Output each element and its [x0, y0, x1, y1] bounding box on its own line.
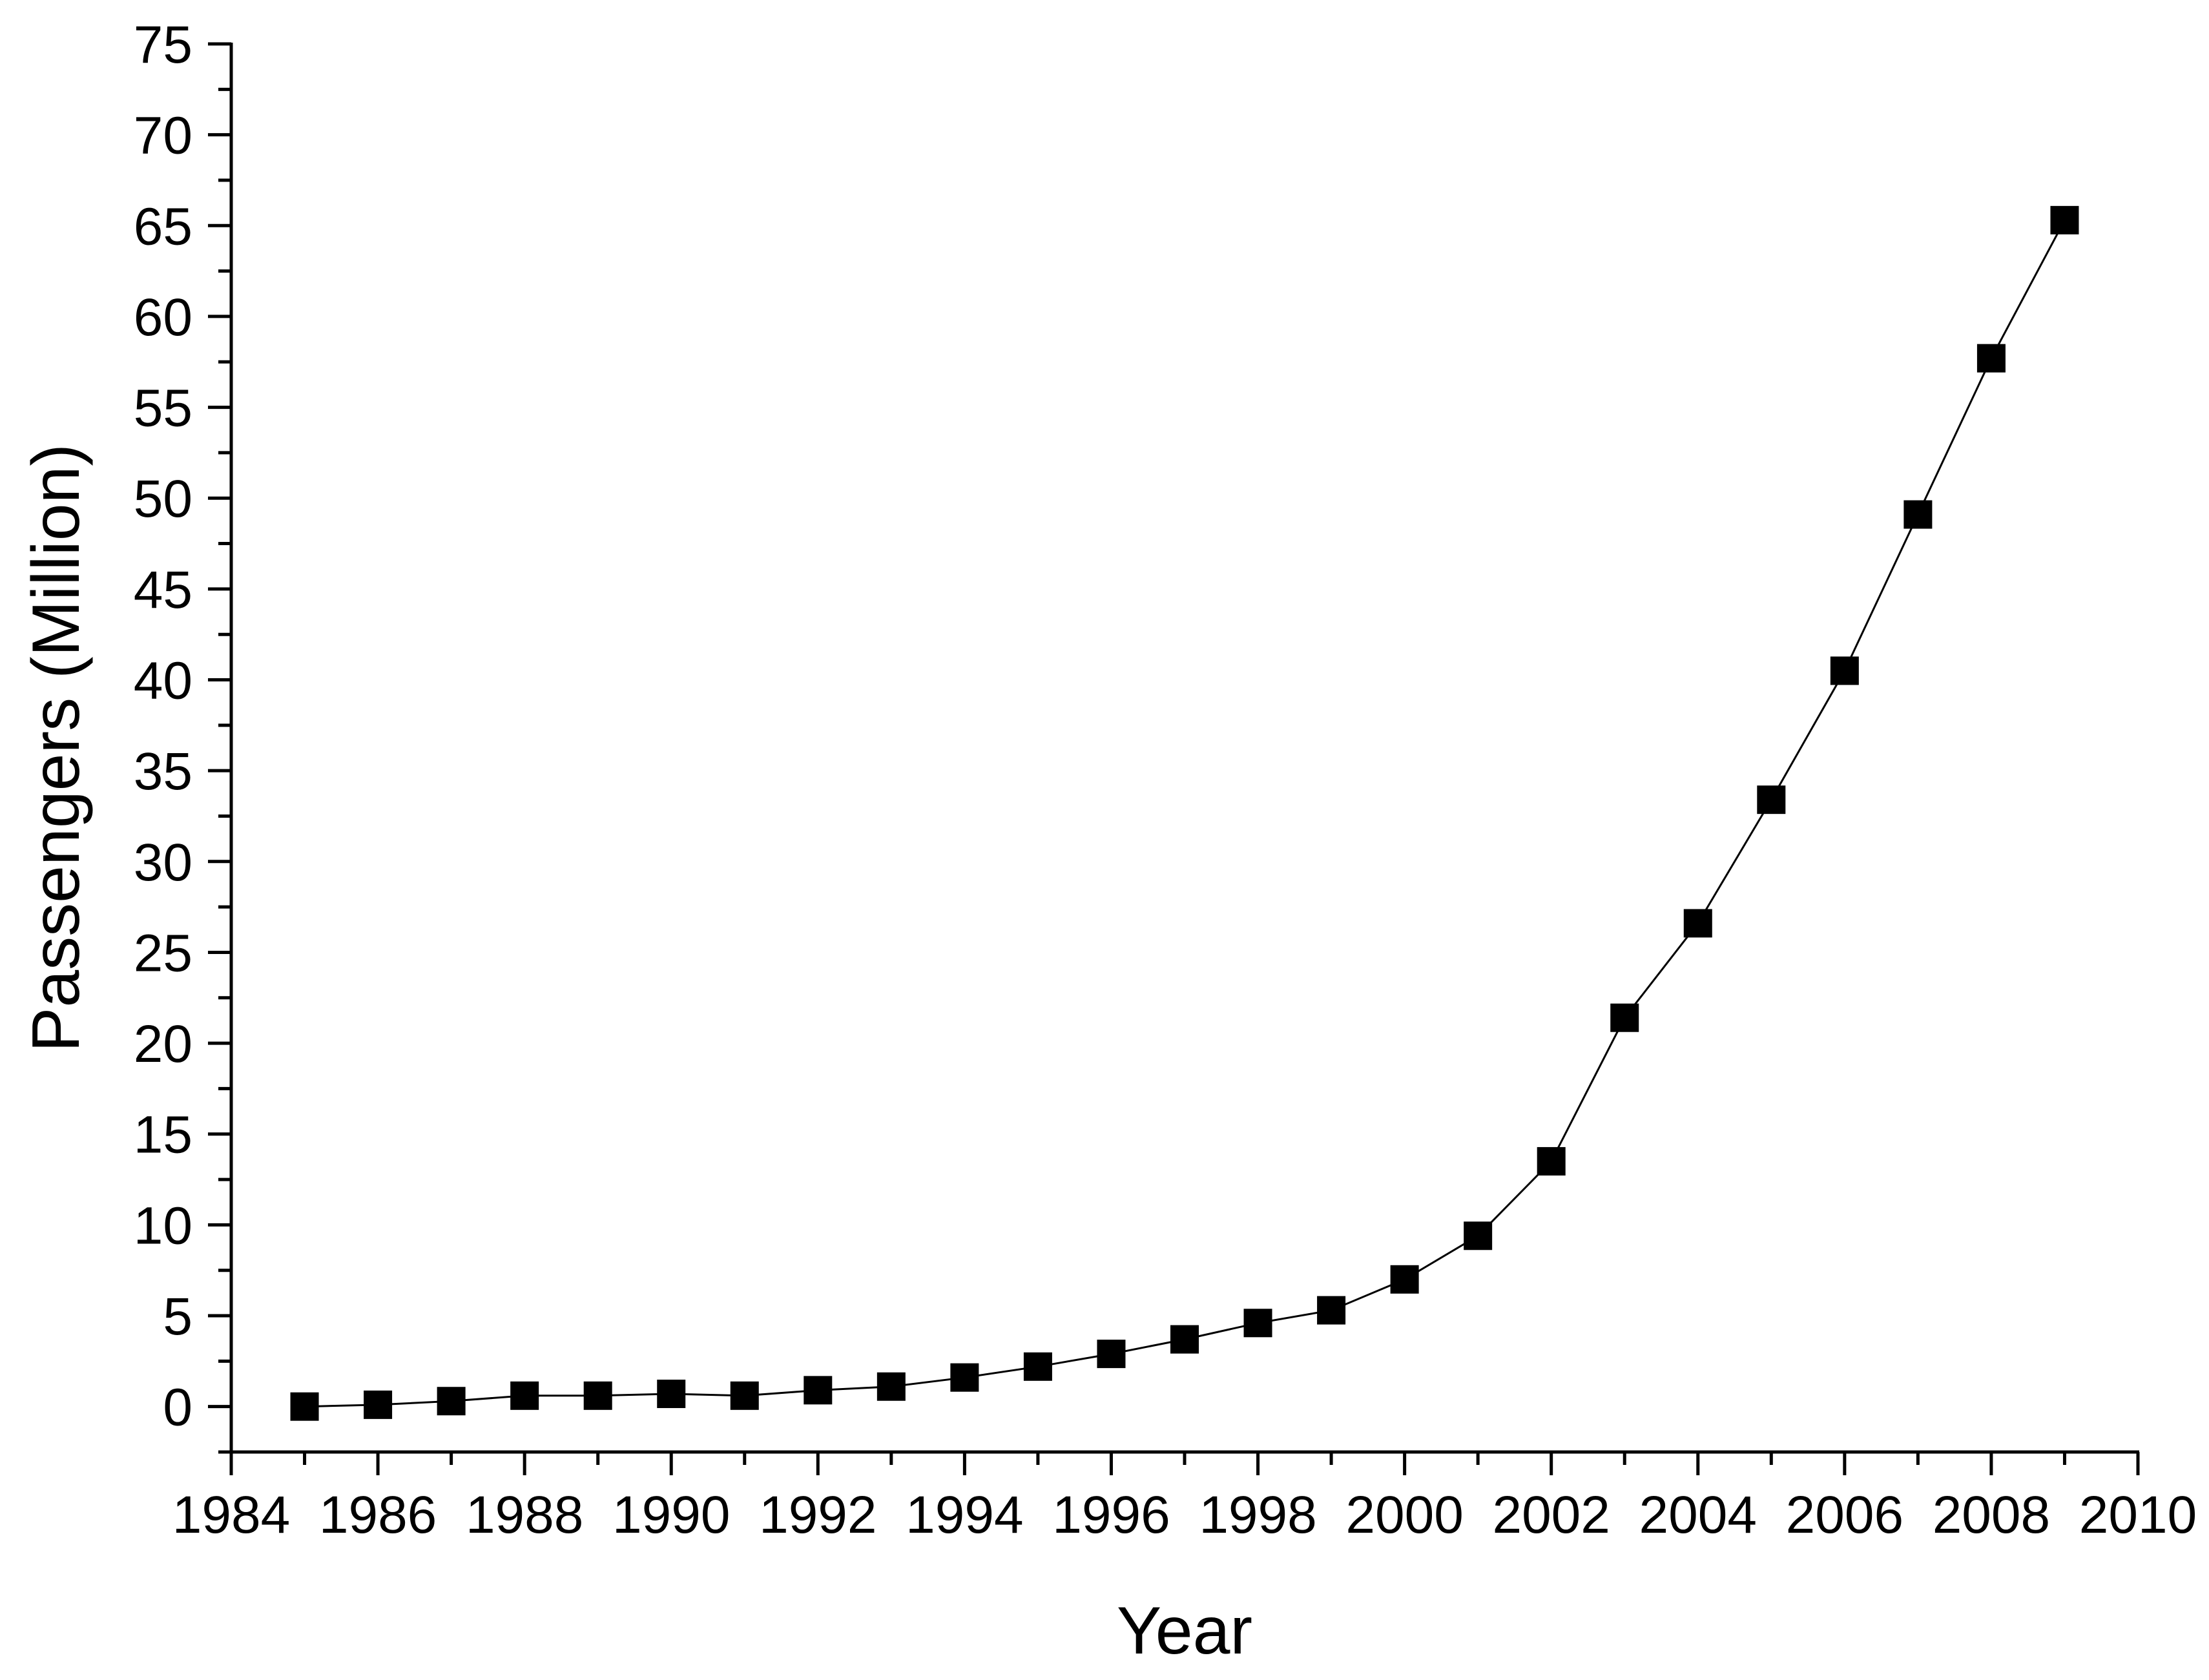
y-tick-label: 45	[134, 561, 192, 619]
y-tick-label: 20	[134, 1015, 192, 1073]
x-tick-label: 1998	[1199, 1486, 1316, 1544]
y-tick-label: 50	[134, 470, 192, 528]
x-tick-label: 2002	[1492, 1486, 1610, 1544]
series-line	[304, 220, 2066, 1408]
y-tick-label: 30	[134, 833, 192, 892]
y-ticks: 0 5 10 15 20 25 30 35 40 45 50 55 60 65 70 75	[134, 16, 231, 1454]
data-point-marker	[1683, 909, 1712, 938]
data-point-marker	[730, 1381, 759, 1410]
data-point-marker	[1317, 1296, 1346, 1325]
data-point-marker	[876, 1372, 906, 1401]
data-point-marker	[2050, 205, 2079, 234]
x-tick-label: 1992	[759, 1486, 876, 1544]
data-point-marker	[583, 1381, 612, 1410]
y-tick-label: 75	[134, 16, 192, 74]
y-tick-label: 5	[163, 1287, 192, 1346]
data-point-marker	[1537, 1146, 1566, 1176]
data-point-marker	[1023, 1352, 1052, 1381]
y-tick-label: 60	[134, 288, 192, 347]
x-axis-title: Year	[1117, 1593, 1252, 1668]
data-point-marker	[1170, 1325, 1199, 1354]
data-point-marker	[1390, 1265, 1419, 1294]
y-tick-label: 25	[134, 924, 192, 982]
data-point-marker	[657, 1379, 686, 1408]
data-point-marker	[1757, 785, 1786, 814]
y-tick-label: 70	[134, 107, 192, 165]
data-point-marker	[1464, 1221, 1493, 1250]
y-tick-label: 35	[134, 742, 192, 801]
x-tick-label: 1986	[319, 1486, 437, 1544]
y-tick-label: 40	[134, 652, 192, 710]
y-tick-label: 55	[134, 379, 192, 438]
x-ticks: 1984 1986 1988 1990 1992 1994 1996 1998 2000 2002…	[172, 1452, 2197, 1544]
y-tick-label: 0	[163, 1378, 192, 1437]
y-tick-label: 10	[134, 1196, 192, 1255]
x-tick-label: 2004	[1639, 1486, 1757, 1544]
data-point-marker	[290, 1392, 319, 1421]
data-point-marker	[1830, 656, 1859, 685]
y-tick-label: 15	[134, 1106, 192, 1165]
data-point-marker	[1610, 1003, 1639, 1032]
data-point-marker	[437, 1387, 466, 1416]
x-tick-label: 1988	[466, 1486, 583, 1544]
y-tick-label: 65	[134, 197, 192, 256]
data-point-marker	[1976, 344, 2006, 373]
x-tick-label: 1994	[906, 1486, 1023, 1544]
x-tick-label: 2010	[2079, 1486, 2197, 1544]
data-point-marker	[1903, 500, 1933, 529]
data-point-marker	[950, 1363, 979, 1392]
data-point-marker	[1243, 1309, 1272, 1338]
data-point-marker	[364, 1390, 393, 1419]
data-point-marker	[1097, 1340, 1126, 1369]
x-tick-label: 2008	[1933, 1486, 2050, 1544]
x-tick-label: 1996	[1052, 1486, 1170, 1544]
x-tick-label: 1984	[172, 1486, 290, 1544]
x-tick-label: 2006	[1786, 1486, 1903, 1544]
data-point-marker	[510, 1381, 539, 1410]
data-point-marker	[804, 1376, 833, 1405]
y-axis-title: Passengers (Million)	[19, 444, 94, 1052]
plot-area	[290, 205, 2079, 1421]
x-tick-label: 2000	[1345, 1486, 1463, 1544]
x-tick-label: 1990	[612, 1486, 730, 1544]
